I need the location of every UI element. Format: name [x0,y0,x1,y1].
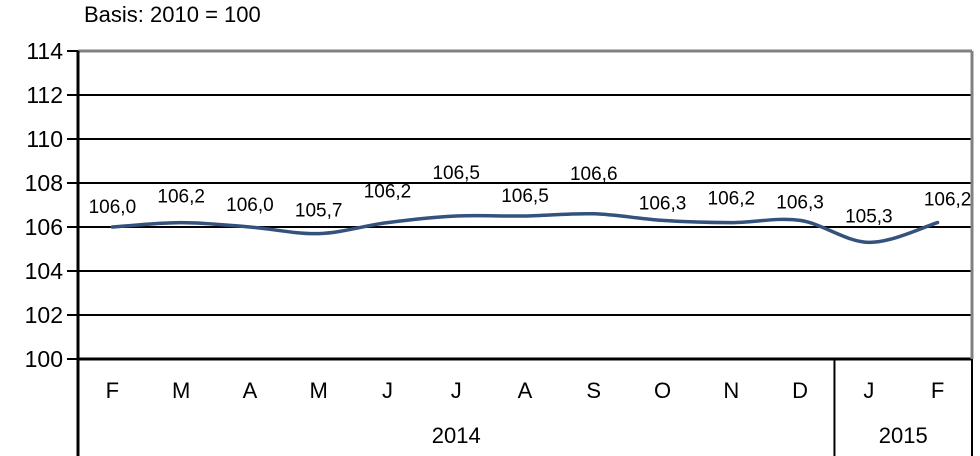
data-point-label: 106,5 [432,163,480,184]
month-label: N [723,378,739,403]
data-line [110,211,940,245]
y-tick-label: 110 [26,126,63,152]
y-tick-label: 100 [25,346,63,372]
month-label: M [172,378,190,403]
y-tick-label: 114 [26,38,63,64]
month-label: F [106,378,119,403]
month-label: M [310,378,328,403]
chart-title: Basis: 2010 = 100 [84,2,261,27]
data-point-label: 106,2 [924,190,972,211]
data-point-label: 106,0 [226,195,274,216]
month-label: J [451,378,462,403]
month-label: O [654,378,671,403]
y-tick-label: 104 [25,258,64,284]
data-point-label: 106,5 [501,186,549,207]
year-label: 2015 [879,423,928,448]
data-point-label: 106,3 [639,193,687,214]
month-label: F [931,378,944,403]
data-point-label: 106,2 [364,182,412,203]
month-label: J [863,378,874,403]
data-point-label: 105,7 [295,201,343,222]
y-tick-label: 112 [26,82,63,108]
month-label: A [243,378,258,403]
month-label: S [586,378,601,403]
data-point-label: 106,0 [89,197,137,218]
y-tick-label: 102 [25,302,63,328]
data-point-label: 106,3 [776,192,824,213]
data-point-label: 106,2 [708,189,756,210]
y-tick-label: 106 [25,214,63,240]
data-point-label: 105,3 [845,206,893,227]
data-point-label: 106,2 [157,187,205,208]
month-label: D [792,378,808,403]
month-label: A [518,378,533,403]
month-label: J [382,378,393,403]
year-label: 2014 [432,423,481,448]
y-tick-label: 108 [25,170,63,196]
data-point-label: 106,6 [570,164,618,185]
